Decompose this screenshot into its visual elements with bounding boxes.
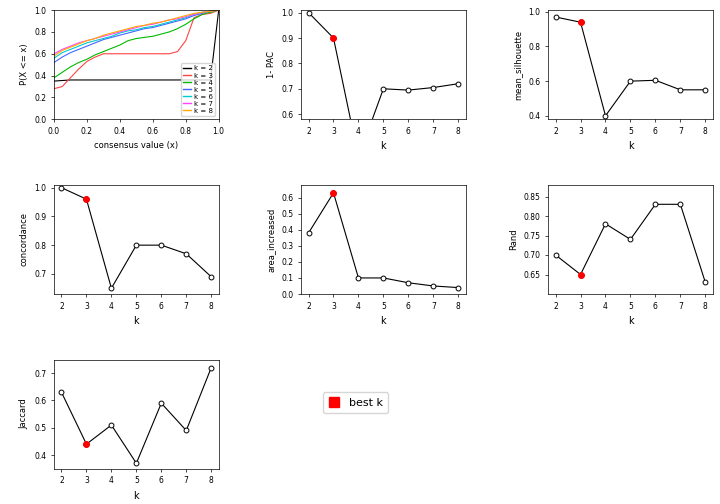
X-axis label: k: k [133,316,139,326]
Y-axis label: P(X <= x): P(X <= x) [19,44,29,86]
Y-axis label: Jaccard: Jaccard [19,399,29,429]
X-axis label: k: k [628,316,634,326]
Legend: k = 2, k = 3, k = 4, k = 5, k = 6, k = 7, k = 8: k = 2, k = 3, k = 4, k = 5, k = 6, k = 7… [181,64,215,116]
X-axis label: k: k [628,142,634,152]
X-axis label: k: k [381,316,386,326]
X-axis label: k: k [133,491,139,501]
Legend: best k: best k [323,393,388,413]
Y-axis label: Rand: Rand [509,229,518,250]
Y-axis label: area_increased: area_increased [266,207,276,272]
Y-axis label: mean_silhouette: mean_silhouette [514,30,523,100]
Y-axis label: 1- PAC: 1- PAC [266,51,276,78]
Y-axis label: concordance: concordance [19,212,29,267]
X-axis label: consensus value (x): consensus value (x) [94,142,179,151]
X-axis label: k: k [381,142,386,152]
